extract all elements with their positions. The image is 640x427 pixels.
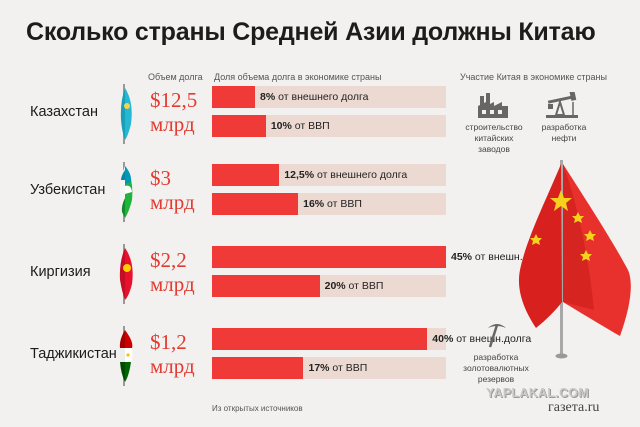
bar-external-debt: 45% от внешн.долга <box>212 246 550 268</box>
source-note: Из открытых источников <box>212 404 303 413</box>
bar-external-debt: 12,5% от внешнего долга <box>212 164 446 186</box>
bar-label: 12,5% от внешнего долга <box>284 164 407 186</box>
bar-external-debt: 40% от внешн.долга <box>212 328 531 350</box>
debt-amount-value: $3 <box>150 166 171 190</box>
watermark: YAPLAKAL.COM <box>486 386 590 400</box>
bar-fill <box>212 357 304 379</box>
bar-label-percent: 45% <box>451 251 473 263</box>
bar-label: 8% от внешнего долга <box>260 86 368 108</box>
bar-label-text: от ВВП <box>324 198 362 210</box>
bar-label-percent: 17% <box>308 362 330 374</box>
publisher-logo: газета.ru <box>548 400 600 415</box>
bar-gdp: 20% от ВВП <box>212 275 446 297</box>
china-item-label: строительство китайских заводов <box>465 122 523 154</box>
bar-label-text: от внешнего долга <box>314 169 408 181</box>
debt-amount-value: $2,2 <box>150 248 187 272</box>
bar-label: 17% от ВВП <box>308 357 367 379</box>
bar-label: 16% от ВВП <box>303 193 362 215</box>
country-label: Казахстан <box>30 104 98 120</box>
china-item-label: разработка нефти <box>541 122 587 143</box>
country-flag-icon <box>119 162 133 222</box>
debt-amount-value: $1,2 <box>150 330 187 354</box>
debt-amount-unit: млрд <box>150 190 195 214</box>
bar-label-percent: 16% <box>303 198 325 210</box>
bar-label-percent: 10% <box>270 120 292 132</box>
pickaxe-icon <box>488 324 506 348</box>
bar-label: 10% от ВВП <box>271 115 330 137</box>
bar-fill <box>212 246 446 268</box>
bar-fill <box>212 193 299 215</box>
country-flag-icon <box>119 326 133 386</box>
bar-label: 20% от ВВП <box>325 275 384 297</box>
bar-label-text: от ВВП <box>345 280 384 292</box>
country-flag-icon <box>120 84 132 144</box>
bar-fill <box>212 164 280 186</box>
bar-label-percent: 40% <box>432 333 454 345</box>
debt-amount-unit: млрд <box>150 272 195 296</box>
bar-label-percent: 20% <box>324 280 346 292</box>
bar-gdp: 16% от ВВП <box>212 193 446 215</box>
page-title: Сколько страны Средней Азии должны Китаю <box>26 18 596 46</box>
factory-icon <box>478 93 508 118</box>
bar-label-text: от ВВП <box>329 362 368 374</box>
debt-amount-unit: млрд <box>150 354 195 378</box>
bar-label-percent: 8% <box>260 91 276 103</box>
china-item-label: разработка золотовалютных резервов <box>463 352 529 384</box>
bar-fill <box>212 275 320 297</box>
bar-fill <box>212 328 428 350</box>
bar-gdp: 10% от ВВП <box>212 115 446 137</box>
country-label: Узбекистан <box>30 182 106 198</box>
bar-label-percent: 12,5% <box>284 169 315 181</box>
country-flag-icon <box>119 244 133 304</box>
country-label: Киргизия <box>30 264 91 280</box>
country-label: Таджикистан <box>30 346 117 362</box>
bar-external-debt: 8% от внешнего долга <box>212 86 446 108</box>
china-flag-icon <box>518 160 631 359</box>
bar-gdp: 17% от ВВП <box>212 357 446 379</box>
bar-label-text: от внешнего долга <box>275 91 369 103</box>
bar-fill <box>212 115 266 137</box>
debt-amount-value: $12,5 <box>150 88 198 112</box>
header-china-participation: Участие Китая в экономике страны <box>460 72 607 82</box>
oil-pump-icon <box>546 92 578 118</box>
bar-fill <box>212 86 256 108</box>
header-debt-share: Доля объема долга в экономике страны <box>214 72 382 82</box>
header-debt-amount: Объем долга <box>148 72 203 82</box>
debt-amount-unit: млрд <box>150 112 195 136</box>
bar-label-text: от ВВП <box>291 120 330 132</box>
